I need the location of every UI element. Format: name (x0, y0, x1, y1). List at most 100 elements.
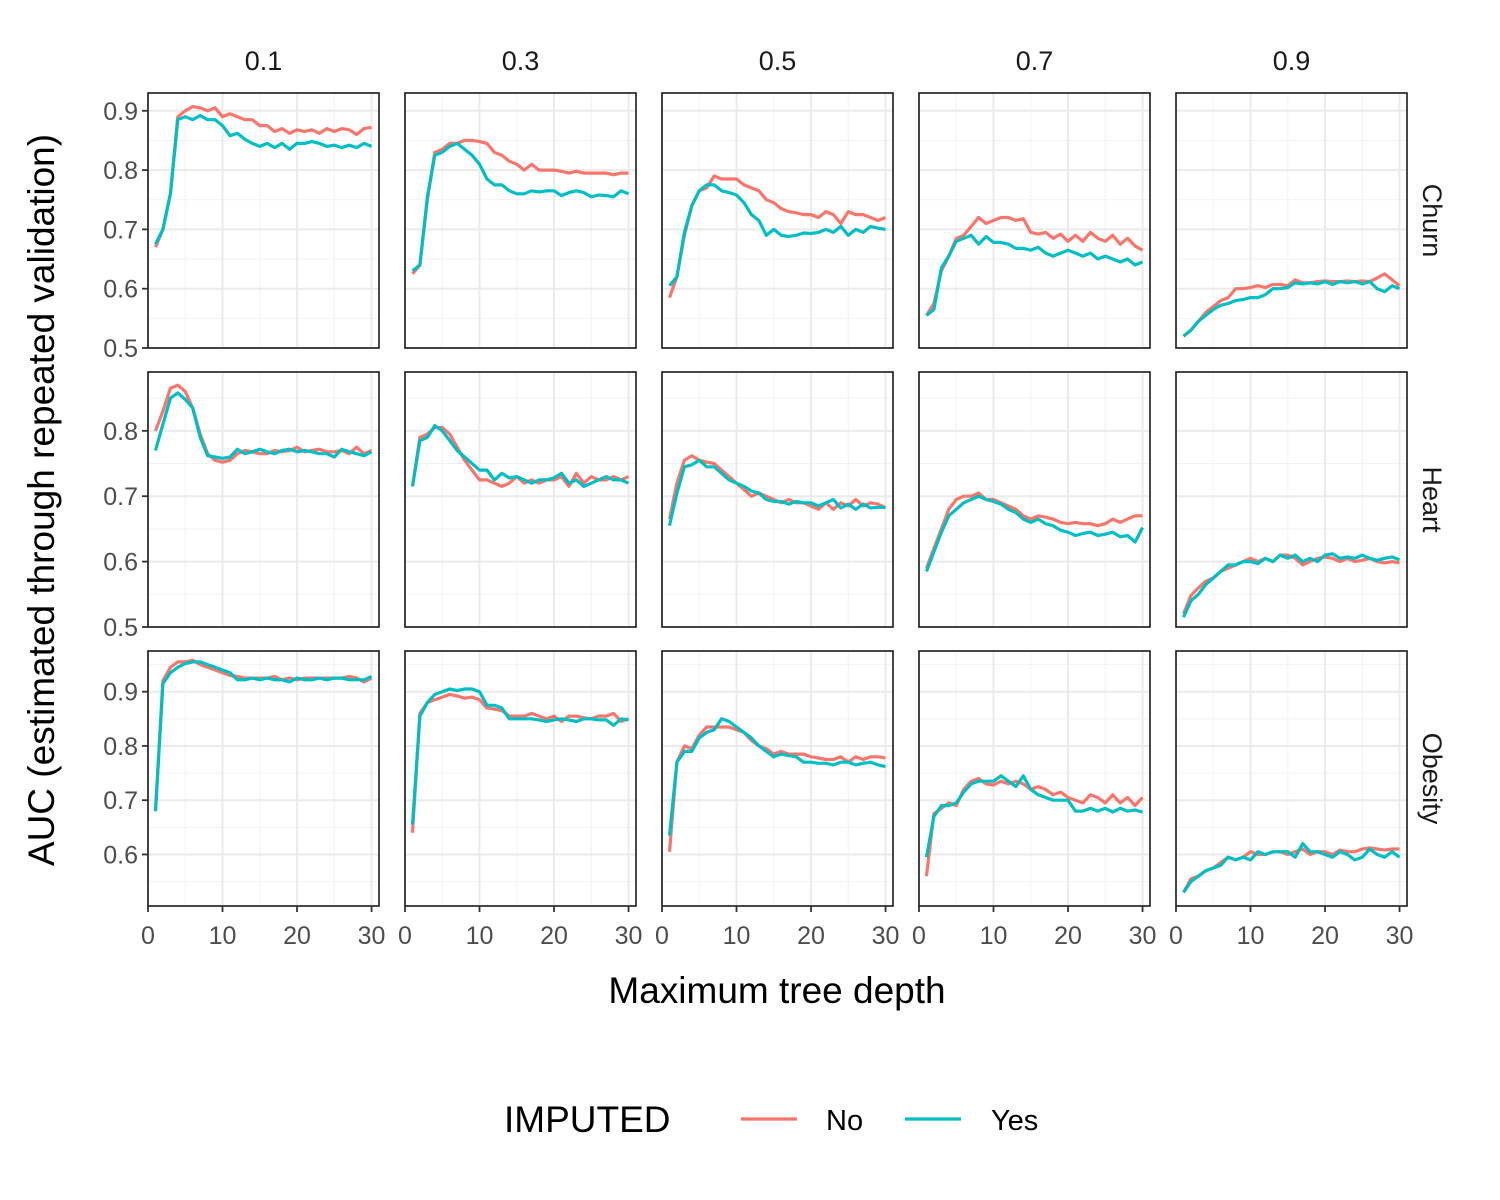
panel-churn-0-7 (918, 92, 1151, 349)
y-tick-label: 0.8 (103, 157, 138, 185)
row-strip-label: Heart (1417, 466, 1447, 533)
series-line-yes (1182, 552, 1401, 618)
x-tick-label: 10 (466, 922, 494, 950)
panel-border (918, 92, 1151, 349)
y-tick-label: 0.6 (103, 276, 138, 304)
panel-border (147, 371, 380, 628)
y-tick-label: 0.6 (103, 549, 138, 577)
panel-obesity-0-9 (1175, 650, 1408, 907)
panel-obesity-0-1 (147, 650, 380, 907)
panel-churn-0-3 (404, 92, 637, 349)
facet-strips: Churn Heart Obesity 0.1 0.3 0.5 0.7 0.9 (245, 46, 1447, 825)
series-line-no (667, 174, 887, 299)
x-tick-label: 0 (398, 922, 412, 950)
series-line-yes (1182, 841, 1401, 894)
panel-background (1176, 372, 1407, 627)
y-tick-label: 0.7 (103, 787, 138, 815)
x-tick-label: 20 (1054, 922, 1082, 950)
panel-border (918, 650, 1151, 907)
panel-heart-0-3 (404, 371, 637, 628)
y-tick-label: 0.7 (103, 216, 138, 244)
series-line-yes (667, 717, 886, 836)
x-tick-label: 10 (980, 922, 1008, 950)
y-tick-label: 0.5 (103, 614, 138, 642)
panel-border (1175, 92, 1408, 349)
panel-border (661, 650, 894, 907)
panel-border (1175, 371, 1408, 628)
col-strip-label: 0.5 (759, 46, 797, 76)
panel-background (148, 93, 379, 348)
panel-churn-0-5 (661, 92, 894, 349)
panel-background (405, 93, 636, 348)
series-line-no (411, 138, 629, 275)
series-line-yes (924, 774, 1143, 858)
legend-title: IMPUTED (504, 1099, 671, 1140)
panel-border (147, 650, 380, 907)
series-line-yes (411, 141, 630, 273)
x-tick-label: 0 (1169, 922, 1183, 950)
series-line-yes (410, 424, 630, 488)
panel-border (661, 371, 894, 628)
panel-heart-0-5 (661, 371, 894, 628)
x-tick-label: 30 (1129, 922, 1157, 950)
legend-label-yes: Yes (991, 1105, 1038, 1137)
axes-layer: 0.5 0.6 0.7 0.8 0.9 0.5 0.6 0.7 0.8 0.6 0.7 0.8 0.9 0… (103, 98, 1413, 950)
row-strip-label: Obesity (1417, 733, 1447, 825)
series-line-no (1182, 272, 1401, 338)
panel-background (1176, 651, 1407, 906)
series-line-yes (410, 687, 629, 825)
col-strip-label: 0.9 (1273, 46, 1311, 76)
panel-background (405, 651, 636, 906)
series-line-yes (153, 391, 373, 460)
series-line-yes (925, 494, 1144, 572)
panel-churn-0-9 (1175, 92, 1408, 349)
panel-background (148, 651, 379, 906)
legend: IMPUTED No Yes (504, 1099, 1038, 1140)
panel-background (919, 93, 1150, 348)
panel-border (404, 92, 637, 349)
series-line-yes (925, 233, 1144, 317)
panel-border (918, 371, 1151, 628)
series-line-yes (668, 183, 886, 287)
panel-heart-0-1 (147, 371, 380, 628)
panel-border (661, 92, 894, 349)
y-tick-label: 0.8 (103, 733, 138, 761)
panel-border (404, 371, 637, 628)
y-tick-label: 0.6 (103, 841, 138, 869)
panel-heart-0-7 (918, 371, 1151, 628)
series-line-yes (153, 660, 373, 812)
panel-border (147, 92, 380, 349)
panel-border (1175, 650, 1408, 907)
panel-border (404, 650, 637, 907)
x-tick-label: 10 (1237, 922, 1265, 950)
x-axis-title: Maximum tree depth (608, 970, 945, 1011)
x-tick-label: 20 (283, 922, 311, 950)
y-tick-label: 0.7 (103, 483, 138, 511)
panel-background (148, 372, 379, 627)
y-axis-title: AUC (estimated through repeated validati… (21, 134, 62, 866)
x-tick-label: 0 (141, 922, 155, 950)
col-strip-label: 0.7 (1016, 46, 1054, 76)
x-tick-label: 30 (358, 922, 386, 950)
panel-heart-0-9 (1175, 371, 1408, 628)
x-tick-label: 30 (615, 922, 643, 950)
legend-label-no: No (826, 1105, 863, 1137)
y-tick-label: 0.8 (103, 418, 138, 446)
series-line-yes (1182, 280, 1401, 338)
panel-obesity-0-3 (404, 650, 637, 907)
x-tick-label: 20 (797, 922, 825, 950)
row-strip-label: Churn (1417, 184, 1447, 258)
panels-layer (147, 92, 1408, 907)
panel-obesity-0-7 (918, 650, 1151, 907)
series-line-no (925, 491, 1143, 569)
panel-background (919, 651, 1150, 906)
series-line-no (154, 104, 372, 248)
panel-obesity-0-5 (661, 650, 894, 907)
x-tick-label: 10 (723, 922, 751, 950)
col-strip-label: 0.1 (245, 46, 283, 76)
x-tick-label: 20 (540, 922, 568, 950)
panel-background (919, 372, 1150, 627)
x-tick-label: 30 (872, 922, 900, 950)
x-tick-label: 10 (209, 922, 237, 950)
